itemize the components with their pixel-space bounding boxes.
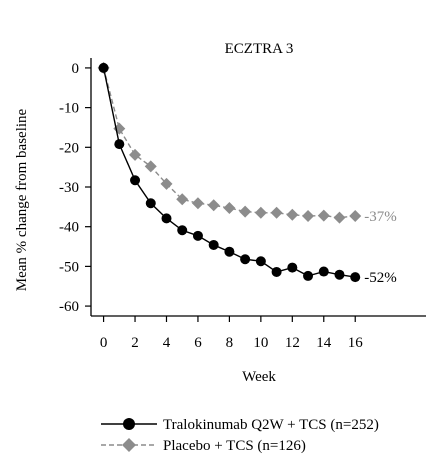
y-tick-label: 0 — [72, 61, 80, 77]
y-tick-label: -20 — [59, 140, 79, 156]
data-point-tralokinumab — [318, 266, 329, 277]
data-point-placebo — [239, 205, 252, 218]
data-point-placebo — [270, 206, 283, 219]
data-point-tralokinumab — [255, 256, 266, 267]
x-tick-label: 6 — [194, 335, 202, 351]
data-point-tralokinumab — [192, 230, 203, 241]
data-point-tralokinumab — [334, 269, 345, 280]
legend: Tralokinumab Q2W + TCS (n=252) Placebo + … — [101, 417, 379, 454]
x-axis-label: Week — [242, 369, 276, 385]
data-point-tralokinumab — [208, 239, 219, 250]
data-point-placebo — [160, 177, 173, 190]
y-tick-label: -60 — [59, 299, 79, 315]
x-tick-label: 8 — [226, 335, 234, 351]
data-point-tralokinumab — [98, 62, 109, 73]
data-point-placebo — [176, 193, 189, 206]
x-tick-label: 2 — [131, 335, 139, 351]
data-point-placebo — [286, 208, 299, 221]
data-point-tralokinumab — [303, 270, 314, 281]
x-tick-label: 4 — [163, 335, 171, 351]
x-tick-label: 14 — [316, 335, 332, 351]
data-point-tralokinumab — [130, 175, 141, 186]
data-point-placebo — [254, 206, 267, 219]
x-ticks: 0 2 4 6 8 10 12 14 16 — [100, 316, 363, 351]
y-ticks: 0 -10 -20 -30 -40 -50 -60 — [59, 61, 91, 315]
data-point-placebo — [207, 199, 220, 212]
data-point-tralokinumab — [145, 198, 156, 209]
data-point-tralokinumab — [224, 246, 235, 257]
series-tralokinumab: -52% — [98, 62, 397, 286]
y-tick-label: -50 — [59, 259, 79, 275]
chart-title: ECZTRA 3 — [225, 41, 294, 57]
data-point-tralokinumab — [114, 139, 125, 150]
y-tick-label: -40 — [59, 220, 79, 236]
data-point-placebo — [317, 209, 330, 222]
data-point-placebo — [302, 209, 315, 222]
data-point-tralokinumab — [287, 262, 298, 273]
end-label-placebo: -37% — [364, 209, 397, 225]
legend-marker-tralokinumab — [123, 418, 135, 430]
legend-label-placebo: Placebo + TCS (n=126) — [163, 438, 306, 454]
data-point-placebo — [349, 209, 362, 222]
y-tick-label: -30 — [59, 180, 79, 196]
x-tick-label: 12 — [285, 335, 300, 351]
series-line-tralokinumab — [102, 67, 356, 278]
data-point-tralokinumab — [177, 225, 188, 236]
data-point-placebo — [333, 211, 346, 224]
legend-marker-placebo — [122, 438, 136, 452]
data-point-tralokinumab — [240, 254, 251, 265]
series-line-placebo — [102, 67, 356, 219]
x-tick-label: 10 — [253, 335, 268, 351]
y-axis-label: Mean % change from baseline — [14, 108, 30, 291]
data-point-tralokinumab — [161, 213, 172, 224]
end-label-tralokinumab: -52% — [364, 270, 397, 286]
series-placebo: -37% — [97, 61, 397, 225]
data-point-placebo — [223, 202, 236, 215]
legend-item-placebo: Placebo + TCS (n=126) — [101, 438, 306, 454]
data-point-tralokinumab — [271, 266, 282, 277]
data-point-placebo — [129, 148, 142, 161]
legend-item-tralokinumab: Tralokinumab Q2W + TCS (n=252) — [101, 417, 379, 433]
legend-label-tralokinumab: Tralokinumab Q2W + TCS (n=252) — [163, 417, 379, 433]
y-tick-label: -10 — [59, 101, 79, 117]
x-tick-label: 16 — [348, 335, 364, 351]
data-point-tralokinumab — [350, 272, 361, 283]
data-point-placebo — [144, 160, 157, 173]
series-layer: -37% -52% — [97, 61, 397, 286]
x-tick-label: 0 — [100, 335, 108, 351]
data-point-placebo — [191, 197, 204, 210]
